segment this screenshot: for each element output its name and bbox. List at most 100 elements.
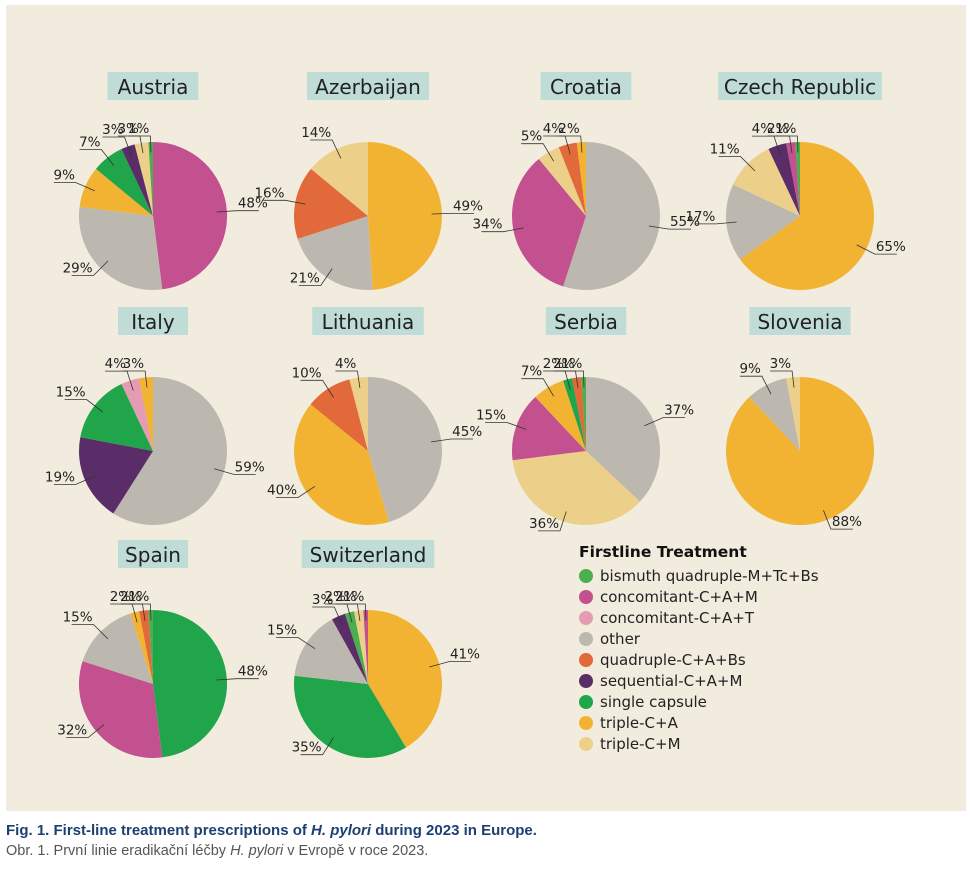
pie-title-badge bbox=[545, 307, 627, 335]
pie-slice-label: 9% bbox=[739, 361, 761, 377]
pie-slice-label: 4% bbox=[752, 121, 774, 137]
pie-slice bbox=[363, 610, 368, 684]
pie-slice-label: 65% bbox=[876, 239, 906, 255]
legend-swatch bbox=[579, 673, 593, 688]
pie-slice-label: 4% bbox=[543, 121, 565, 137]
pie-slice-label: 1% bbox=[128, 121, 150, 137]
pie-title-badge bbox=[107, 72, 199, 100]
pie-leader-line bbox=[71, 624, 109, 640]
pie-slice bbox=[795, 142, 800, 216]
pie-czech-republic: Czech Republic 65% 17% 11% 4%2%1% bbox=[685, 72, 906, 291]
pie-slice bbox=[368, 142, 442, 290]
pie-leader-line bbox=[128, 135, 152, 153]
pie-leader-line bbox=[561, 370, 585, 388]
legend-swatch bbox=[579, 568, 593, 583]
pie-leader-line bbox=[856, 244, 897, 255]
pie-title: Slovenia bbox=[757, 310, 842, 334]
pie-slice-label: 45% bbox=[452, 424, 482, 440]
pie-leader-line bbox=[53, 475, 95, 485]
pie-slice-label: 48% bbox=[238, 664, 268, 680]
pie-slice-label: 4% bbox=[105, 356, 127, 372]
pie-slice bbox=[80, 384, 153, 451]
pie-slice bbox=[130, 611, 153, 684]
pie-leader-line bbox=[430, 438, 474, 443]
pie-slice bbox=[297, 216, 373, 290]
pie-title-badge bbox=[749, 307, 851, 335]
pie-slice bbox=[78, 206, 163, 291]
pie-title: Spain bbox=[125, 543, 181, 567]
pie-leader-line bbox=[538, 511, 567, 532]
legend-swatch bbox=[579, 589, 593, 604]
pie-italy: Italy 59% 19% 15% 4%3% bbox=[45, 307, 265, 526]
pie-slice bbox=[535, 380, 586, 451]
pie-title-badge bbox=[312, 307, 424, 335]
pie-slice-label: 7% bbox=[79, 135, 101, 151]
pie-leader-line bbox=[521, 143, 554, 162]
pie-slice-label: 59% bbox=[235, 459, 265, 475]
pie-slice-label: 55% bbox=[670, 214, 700, 230]
pie-slice-label: 88% bbox=[832, 514, 862, 530]
pie-slice bbox=[563, 378, 586, 451]
pie-slice bbox=[153, 610, 228, 758]
pie-leader-line bbox=[66, 724, 105, 738]
pie-slice bbox=[294, 675, 407, 758]
legend-title: Firstline Treatment bbox=[579, 543, 747, 561]
pie-title-badge bbox=[540, 72, 632, 100]
pie-lithuania: Lithuania 45% 40% 10% 4% bbox=[267, 307, 482, 525]
pie-slice bbox=[121, 144, 153, 216]
pie-slice bbox=[740, 142, 874, 291]
pie-leader-line bbox=[775, 135, 799, 153]
pie-slice bbox=[354, 610, 368, 684]
pie-slice bbox=[726, 377, 875, 525]
pie-slice-label: 4% bbox=[335, 356, 357, 372]
legend-item: triple-C+M bbox=[579, 733, 879, 754]
legend-swatch bbox=[579, 736, 593, 751]
pie-slice-label: 16% bbox=[254, 185, 284, 201]
pie-slice bbox=[153, 142, 228, 290]
pie-slice bbox=[293, 168, 368, 239]
pie-slice bbox=[79, 168, 153, 216]
pie-slice-label: 2% bbox=[558, 121, 580, 137]
pie-leader-line bbox=[312, 606, 343, 626]
pie-leader-line bbox=[102, 136, 132, 157]
pie-leader-line bbox=[644, 417, 686, 427]
pie-leader-line bbox=[298, 268, 333, 286]
legend-items: bismuth quadruple-M+Tc+Bs concomitant-C+… bbox=[579, 565, 879, 754]
pie-slice-label: 29% bbox=[63, 260, 93, 276]
pie-slice-label: 41% bbox=[450, 647, 480, 663]
pie-slice-label: 3% bbox=[117, 121, 139, 137]
pie-leader-line bbox=[123, 370, 148, 388]
legend-item: other bbox=[579, 628, 879, 649]
pie-leader-line bbox=[310, 139, 342, 159]
pie-leader-line bbox=[739, 375, 772, 395]
pie-slice bbox=[581, 377, 586, 451]
pie-slice bbox=[121, 378, 153, 451]
pie-leader-line bbox=[263, 199, 306, 205]
figure-caption: Fig. 1. First-line treatment prescriptio… bbox=[6, 822, 537, 859]
pie-leader-line bbox=[79, 149, 115, 166]
pie-slice bbox=[78, 437, 153, 514]
pie-leader-line bbox=[718, 156, 756, 172]
pie-slice-label: 2% bbox=[120, 589, 142, 605]
pie-slice bbox=[148, 142, 153, 216]
pie-slice-label: 2% bbox=[110, 589, 132, 605]
pie-slice-label: 14% bbox=[301, 125, 331, 141]
pie-slice-label: 7% bbox=[521, 364, 543, 380]
pie-slice-label: 40% bbox=[267, 483, 297, 499]
caption-en-prefix: Fig. 1. First-line treatment prescriptio… bbox=[6, 822, 312, 839]
pie-slice bbox=[563, 142, 660, 290]
pie-slice-label: 1% bbox=[343, 589, 365, 605]
legend: Firstline Treatment bismuth quadruple-M+… bbox=[579, 543, 879, 754]
legend-label: single capsule bbox=[600, 692, 707, 711]
pie-title: Czech Republic bbox=[724, 75, 876, 99]
pie-title: Serbia bbox=[554, 310, 618, 334]
pie-slice bbox=[572, 377, 586, 451]
pie-charts: Austria48%29%9%7%3%3%1%Azerbaijan49%21%1… bbox=[45, 72, 906, 759]
caption-cs-italic: H. pylori bbox=[230, 843, 284, 859]
pie-slice-label: 3% bbox=[102, 122, 124, 138]
pie-slice bbox=[768, 143, 800, 216]
pie-slice bbox=[294, 619, 368, 684]
pie-slice-label: 2% bbox=[767, 121, 789, 137]
pie-slice bbox=[78, 661, 163, 759]
